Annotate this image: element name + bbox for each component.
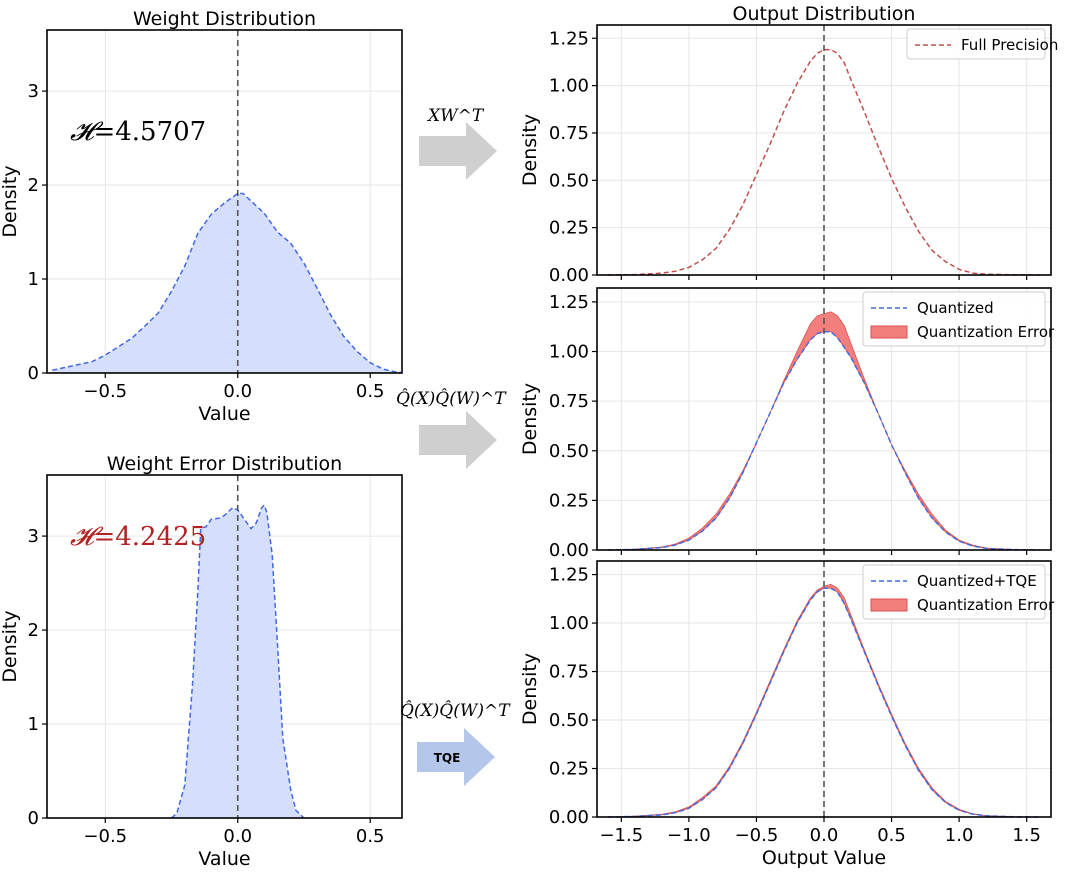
- chart-title: Weight Error Distribution: [107, 453, 342, 475]
- x-axis-label: Value: [198, 848, 250, 870]
- plot-frame: [46, 474, 403, 819]
- legend-label: Quantization Error: [917, 596, 1055, 614]
- y-tick-label: 0.25: [549, 490, 589, 511]
- y-tick-label: 3: [28, 81, 39, 102]
- density-fill: [52, 193, 403, 373]
- chart-panel-output-quantized: 0.00 0.25 0.50 0.75 1.00 1.25 Density Quantized…: [519, 287, 1055, 561]
- legend-label: Quantization Error: [917, 323, 1055, 341]
- x-tick-label: −1.5: [599, 825, 643, 846]
- x-tick-label: 0.5: [356, 826, 385, 847]
- x-tick-label: 1.5: [1012, 825, 1041, 846]
- x-tick-label: 0.0: [810, 825, 839, 846]
- legend-label: Full Precision: [961, 36, 1058, 54]
- chart-panel-weight: 0 1 2 3 −0.5 0.0 0.5 Weight Distribution Value De…: [0, 8, 403, 425]
- density-line: [607, 330, 1041, 551]
- density-line: [171, 503, 305, 819]
- y-tick-label: 2: [28, 175, 39, 196]
- y-tick-label: 1.25: [549, 28, 589, 49]
- density-line: [607, 587, 1041, 818]
- arrow-shape: [419, 122, 497, 180]
- legend-box: [862, 564, 1046, 620]
- chart-panel-output-fp: 0.00 0.25 0.50 0.75 1.00 1.25 Output Distribut…: [519, 3, 1058, 286]
- y-tick-label: 1.00: [549, 342, 589, 363]
- legend: Quantized+TQE Quantization Error: [862, 564, 1055, 620]
- arrow-full-precision: XW^T: [419, 106, 497, 180]
- x-tick-label: −1.0: [667, 825, 711, 846]
- y-tick-label: 2: [28, 620, 39, 641]
- chart-title: Output Distribution: [733, 3, 916, 25]
- y-axis-label: Density: [519, 114, 541, 186]
- legend-swatch: [870, 325, 908, 339]
- y-tick-label: 0.25: [549, 759, 589, 780]
- y-tick-label: 1: [28, 714, 39, 735]
- chart-title: Weight Distribution: [133, 8, 316, 30]
- chart-panel-weight-error: 0 1 2 3 −0.5 0.0 0.5 Weight Error Distribution V…: [0, 453, 403, 870]
- y-tick-label: 0: [28, 363, 39, 384]
- density-line: [607, 48, 1041, 276]
- y-axis-label: Density: [519, 383, 541, 455]
- arrow-shape: [419, 411, 497, 469]
- arrow-shape: [417, 728, 495, 786]
- x-axis-label: Value: [198, 403, 250, 425]
- density-line: [52, 192, 403, 374]
- arrow-quantized-tqe: Q̂(X)Q̂(W)^T TQE: [400, 701, 511, 786]
- y-tick-label: 3: [28, 526, 39, 547]
- legend-swatch: [870, 598, 908, 612]
- y-axis-label: Density: [519, 653, 541, 725]
- y-tick-label: 0.25: [549, 218, 589, 239]
- y-tick-label: 0.75: [549, 123, 589, 144]
- y-axis-label: Density: [0, 610, 21, 682]
- arrow-badge-tqe: TQE: [434, 751, 461, 765]
- x-tick-label: 0.0: [223, 826, 252, 847]
- legend: Quantized Quantization Error: [862, 291, 1055, 347]
- y-tick-label: 0.50: [549, 710, 589, 731]
- y-tick-label: 1.25: [549, 565, 589, 586]
- y-tick-label: 0.50: [549, 170, 589, 191]
- legend-box: [862, 291, 1046, 347]
- entropy-value: =4.5707: [93, 117, 206, 147]
- y-tick-label: 0.00: [549, 265, 589, 286]
- y-tick-label: 1.00: [549, 613, 589, 634]
- legend-box: [906, 28, 1046, 60]
- y-tick-label: 0.75: [549, 662, 589, 683]
- x-tick-label: 0.0: [223, 381, 252, 402]
- chart-panel-output-tqe: 0.00 0.25 0.50 0.75 1.00 1.25 −1.5 −1.0 −0.5 0.0 0…: [519, 560, 1055, 869]
- x-tick-label: 1.0: [945, 825, 974, 846]
- entropy-annotation: 𝓗=4.5707: [70, 117, 206, 147]
- y-tick-label: 1: [28, 269, 39, 290]
- y-tick-label: 0.00: [549, 807, 589, 828]
- legend: Full Precision: [906, 28, 1058, 60]
- arrow-label-quantized-tqe: Q̂(X)Q̂(W)^T: [400, 701, 511, 721]
- y-tick-label: 0.00: [549, 540, 589, 561]
- x-tick-label: −0.5: [83, 826, 127, 847]
- entropy-value: =4.2425: [93, 522, 206, 552]
- x-tick-label: −0.5: [735, 825, 779, 846]
- y-tick-label: 1.25: [549, 292, 589, 313]
- x-tick-label: 0.5: [877, 825, 906, 846]
- y-tick-label: 1.00: [549, 76, 589, 97]
- arrow-label-quantized: Q̂(X)Q̂(W)^T: [396, 389, 507, 409]
- x-axis-label: Output Value: [762, 847, 886, 869]
- y-tick-label: 0.75: [549, 391, 589, 412]
- density-fill: [171, 505, 304, 818]
- arrow-quantized: Q̂(X)Q̂(W)^T: [396, 389, 507, 469]
- arrow-label-xwt: XW^T: [426, 106, 485, 126]
- y-axis-label: Density: [0, 165, 21, 237]
- y-tick-label: 0.50: [549, 441, 589, 462]
- x-tick-label: 0.5: [356, 381, 385, 402]
- x-tick-label: −0.5: [83, 381, 127, 402]
- entropy-annotation: 𝓗=4.2425: [70, 522, 206, 552]
- legend-label: Quantized+TQE: [917, 572, 1037, 590]
- plot-frame: [46, 29, 403, 374]
- legend-label: Quantized: [917, 299, 994, 317]
- y-tick-label: 0: [28, 808, 39, 829]
